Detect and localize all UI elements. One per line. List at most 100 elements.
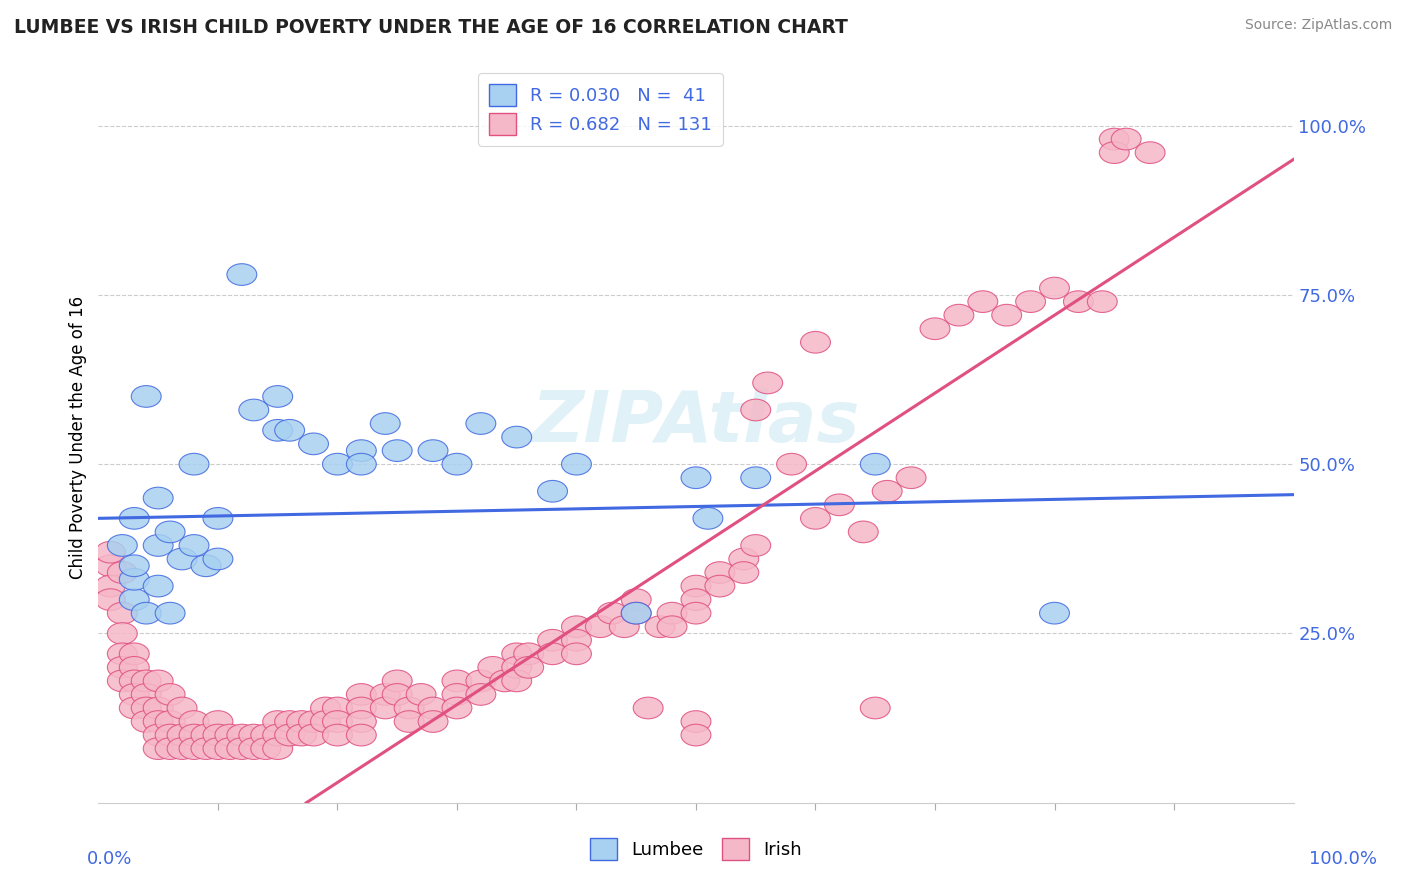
Ellipse shape <box>179 724 209 746</box>
Ellipse shape <box>167 738 197 759</box>
Ellipse shape <box>167 724 197 746</box>
Ellipse shape <box>143 487 173 508</box>
Ellipse shape <box>143 534 173 557</box>
Ellipse shape <box>860 453 890 475</box>
Y-axis label: Child Poverty Under the Age of 16: Child Poverty Under the Age of 16 <box>69 295 87 579</box>
Ellipse shape <box>681 575 711 597</box>
Ellipse shape <box>143 724 173 746</box>
Ellipse shape <box>860 698 890 719</box>
Ellipse shape <box>155 738 186 759</box>
Ellipse shape <box>263 711 292 732</box>
Ellipse shape <box>645 615 675 638</box>
Ellipse shape <box>991 304 1022 326</box>
Ellipse shape <box>406 683 436 706</box>
Ellipse shape <box>896 467 927 489</box>
Ellipse shape <box>693 508 723 529</box>
Ellipse shape <box>633 698 664 719</box>
Ellipse shape <box>800 332 831 353</box>
Ellipse shape <box>107 623 138 644</box>
Ellipse shape <box>191 738 221 759</box>
Ellipse shape <box>107 643 138 665</box>
Ellipse shape <box>143 698 173 719</box>
Ellipse shape <box>681 589 711 610</box>
Ellipse shape <box>215 724 245 746</box>
Ellipse shape <box>1039 277 1070 299</box>
Legend: Lumbee, Irish: Lumbee, Irish <box>582 830 810 867</box>
Ellipse shape <box>107 657 138 678</box>
Ellipse shape <box>263 419 292 442</box>
Ellipse shape <box>120 589 149 610</box>
Ellipse shape <box>681 467 711 489</box>
Ellipse shape <box>728 549 759 570</box>
Ellipse shape <box>621 602 651 624</box>
Ellipse shape <box>311 711 340 732</box>
Ellipse shape <box>704 575 735 597</box>
Ellipse shape <box>155 711 186 732</box>
Ellipse shape <box>120 683 149 706</box>
Ellipse shape <box>346 711 377 732</box>
Ellipse shape <box>298 724 329 746</box>
Ellipse shape <box>1015 291 1046 312</box>
Text: LUMBEE VS IRISH CHILD POVERTY UNDER THE AGE OF 16 CORRELATION CHART: LUMBEE VS IRISH CHILD POVERTY UNDER THE … <box>14 18 848 37</box>
Ellipse shape <box>1087 291 1118 312</box>
Ellipse shape <box>1063 291 1094 312</box>
Ellipse shape <box>537 630 568 651</box>
Ellipse shape <box>263 738 292 759</box>
Ellipse shape <box>322 724 353 746</box>
Ellipse shape <box>202 724 233 746</box>
Ellipse shape <box>465 683 496 706</box>
Ellipse shape <box>250 738 281 759</box>
Ellipse shape <box>107 534 138 557</box>
Ellipse shape <box>346 453 377 475</box>
Ellipse shape <box>441 698 472 719</box>
Text: Source: ZipAtlas.com: Source: ZipAtlas.com <box>1244 18 1392 32</box>
Ellipse shape <box>250 724 281 746</box>
Ellipse shape <box>131 385 162 408</box>
Ellipse shape <box>274 419 305 442</box>
Ellipse shape <box>681 602 711 624</box>
Ellipse shape <box>263 385 292 408</box>
Ellipse shape <box>441 453 472 475</box>
Ellipse shape <box>681 724 711 746</box>
Ellipse shape <box>226 738 257 759</box>
Ellipse shape <box>800 508 831 529</box>
Ellipse shape <box>1111 128 1142 150</box>
Ellipse shape <box>537 481 568 502</box>
Text: ZIPAtlas: ZIPAtlas <box>531 388 860 457</box>
Ellipse shape <box>179 711 209 732</box>
Ellipse shape <box>155 683 186 706</box>
Ellipse shape <box>382 683 412 706</box>
Ellipse shape <box>131 683 162 706</box>
Ellipse shape <box>287 724 316 746</box>
Ellipse shape <box>274 711 305 732</box>
Ellipse shape <box>728 562 759 583</box>
Ellipse shape <box>155 602 186 624</box>
Ellipse shape <box>741 467 770 489</box>
Ellipse shape <box>502 657 531 678</box>
Ellipse shape <box>155 724 186 746</box>
Ellipse shape <box>394 711 425 732</box>
Ellipse shape <box>1135 142 1166 163</box>
Ellipse shape <box>824 494 855 516</box>
Ellipse shape <box>263 724 292 746</box>
Ellipse shape <box>441 683 472 706</box>
Ellipse shape <box>1099 128 1129 150</box>
Ellipse shape <box>561 615 592 638</box>
Ellipse shape <box>502 426 531 448</box>
Ellipse shape <box>848 521 879 542</box>
Ellipse shape <box>155 521 186 542</box>
Ellipse shape <box>239 399 269 421</box>
Ellipse shape <box>179 453 209 475</box>
Ellipse shape <box>202 508 233 529</box>
Ellipse shape <box>513 643 544 665</box>
Ellipse shape <box>704 562 735 583</box>
Ellipse shape <box>681 711 711 732</box>
Text: 0.0%: 0.0% <box>87 850 132 868</box>
Ellipse shape <box>502 643 531 665</box>
Ellipse shape <box>202 738 233 759</box>
Ellipse shape <box>131 711 162 732</box>
Ellipse shape <box>370 413 401 434</box>
Ellipse shape <box>657 615 688 638</box>
Ellipse shape <box>418 698 449 719</box>
Ellipse shape <box>322 711 353 732</box>
